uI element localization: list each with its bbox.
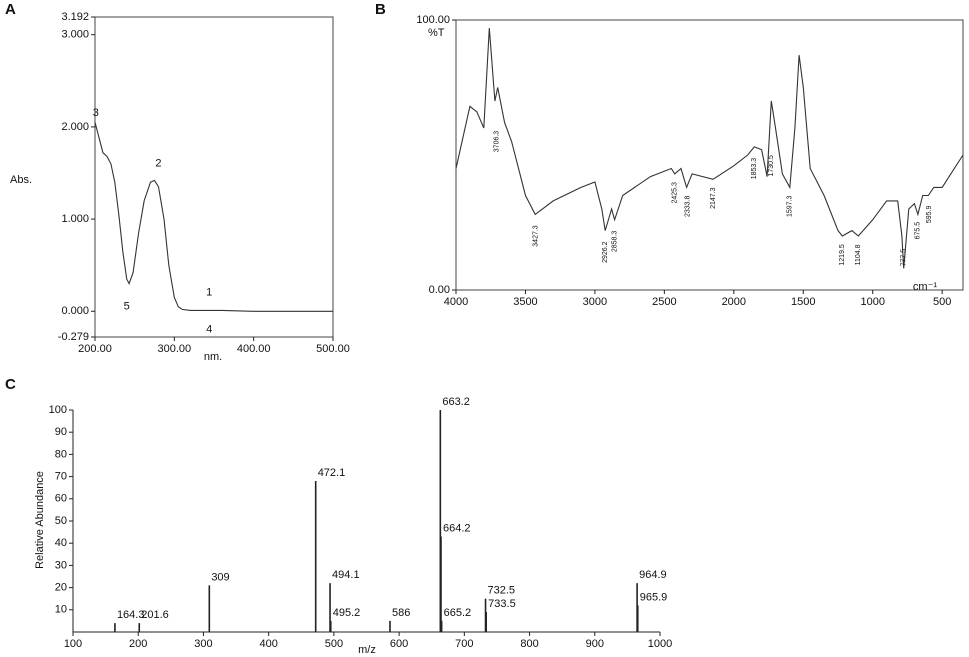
- annotation: 2: [155, 158, 161, 170]
- x-tick-label: 800: [520, 638, 538, 650]
- y-tick-label: 40: [55, 537, 67, 549]
- annotation: 1104.8: [855, 244, 862, 265]
- annotation: 1597.3: [787, 195, 794, 217]
- x-tick-label: 3000: [583, 296, 607, 308]
- x-tick-label: 400: [259, 638, 277, 650]
- y-tick-label: 20: [55, 582, 67, 594]
- panel-label: B: [375, 1, 386, 18]
- annotation: 2333.8: [684, 195, 691, 217]
- peak-label: 965.9: [640, 591, 668, 603]
- x-tick-label: 700: [455, 638, 473, 650]
- x-tick-label: 1000: [860, 296, 884, 308]
- x-tick-label: 500: [325, 638, 343, 650]
- y-tick-label: 60: [55, 493, 67, 505]
- annotation: 2926.2: [602, 241, 609, 263]
- y-tick-label: 10: [55, 604, 67, 616]
- y-tick-label: 0.00: [429, 284, 450, 296]
- y-tick-label: 50: [55, 515, 67, 527]
- x-tick-label: 3500: [513, 296, 537, 308]
- y-tick-label: 70: [55, 471, 67, 483]
- x-tick-label: 500: [933, 296, 951, 308]
- annotation: 2147.3: [710, 187, 717, 209]
- y-axis-label: Relative Abundance: [34, 471, 46, 569]
- spectrum-line: [94, 122, 333, 312]
- x-axis-label: nm.: [204, 351, 222, 363]
- x-axis-label: cm⁻¹: [913, 281, 937, 293]
- y-tick-label: 90: [55, 426, 67, 438]
- y-tick-label: 2.000: [61, 121, 89, 133]
- peak-label: 732.5: [488, 585, 516, 597]
- annotation: 5: [124, 301, 130, 313]
- x-tick-label: 200.00: [78, 343, 112, 355]
- annotation: 3427.3: [532, 225, 539, 247]
- x-tick-label: 4000: [444, 296, 468, 308]
- x-tick-label: 2000: [722, 296, 746, 308]
- annotation: 1: [206, 287, 212, 299]
- y-tick-label: 3.000: [61, 29, 89, 41]
- peak-label: 733.5: [488, 598, 516, 610]
- x-tick-label: 300.00: [158, 343, 192, 355]
- peak-label: 663.2: [442, 396, 470, 408]
- x-tick-label: 400.00: [237, 343, 271, 355]
- peak-label: 309: [211, 571, 229, 583]
- y-tick-label: 3.192: [61, 11, 89, 23]
- y-tick-label: 100: [49, 404, 67, 416]
- x-tick-label: 2500: [652, 296, 676, 308]
- y-axis-label: Abs.: [10, 174, 32, 186]
- annotation: 2425.3: [672, 182, 679, 204]
- annotation: 675.5: [915, 222, 922, 240]
- x-tick-label: 1000: [648, 638, 672, 650]
- x-tick-label: 500.00: [316, 343, 350, 355]
- spectrum-line: [455, 28, 964, 269]
- x-tick-label: 300: [194, 638, 212, 650]
- x-tick-label: 600: [390, 638, 408, 650]
- y-tick-label: 1.000: [61, 213, 89, 225]
- peak-label: 586: [392, 607, 410, 619]
- annotation: 3706.3: [494, 131, 501, 153]
- x-axis-label: m/z: [358, 644, 376, 656]
- annotation: 3: [93, 107, 99, 119]
- peak-label: 494.1: [332, 569, 360, 581]
- annotation: 2858.3: [611, 231, 618, 253]
- x-tick-label: 200: [129, 638, 147, 650]
- panel-label: A: [5, 1, 16, 18]
- annotation: 1853.3: [751, 158, 758, 180]
- y-tick-label: 80: [55, 448, 67, 460]
- annotation: 1730.5: [768, 155, 775, 177]
- panel-label: C: [5, 376, 16, 393]
- peak-label: 664.2: [443, 522, 471, 534]
- x-tick-label: 100: [64, 638, 82, 650]
- annotation: 1219.5: [839, 244, 846, 266]
- peak-label: 164.3: [117, 609, 145, 621]
- annotation: 595.9: [926, 206, 933, 224]
- plot-frame: [455, 19, 964, 291]
- peak-label: 665.2: [444, 607, 472, 619]
- peak-label: 201.6: [141, 609, 169, 621]
- y-tick-label: 30: [55, 559, 67, 571]
- plot-frame: [94, 16, 334, 338]
- y-tick-label: -0.279: [58, 331, 89, 343]
- y-axis-label: %T: [428, 27, 445, 39]
- y-tick-label: 0.000: [61, 305, 89, 317]
- annotation: 777.5: [901, 249, 908, 267]
- peak-label: 472.1: [318, 467, 346, 479]
- y-tick-label: 100.00: [416, 14, 450, 26]
- x-tick-label: 900: [586, 638, 604, 650]
- x-tick-label: 1500: [791, 296, 815, 308]
- annotation: 4: [206, 324, 212, 336]
- peak-label: 495.2: [333, 607, 361, 619]
- peak-label: 964.9: [639, 569, 667, 581]
